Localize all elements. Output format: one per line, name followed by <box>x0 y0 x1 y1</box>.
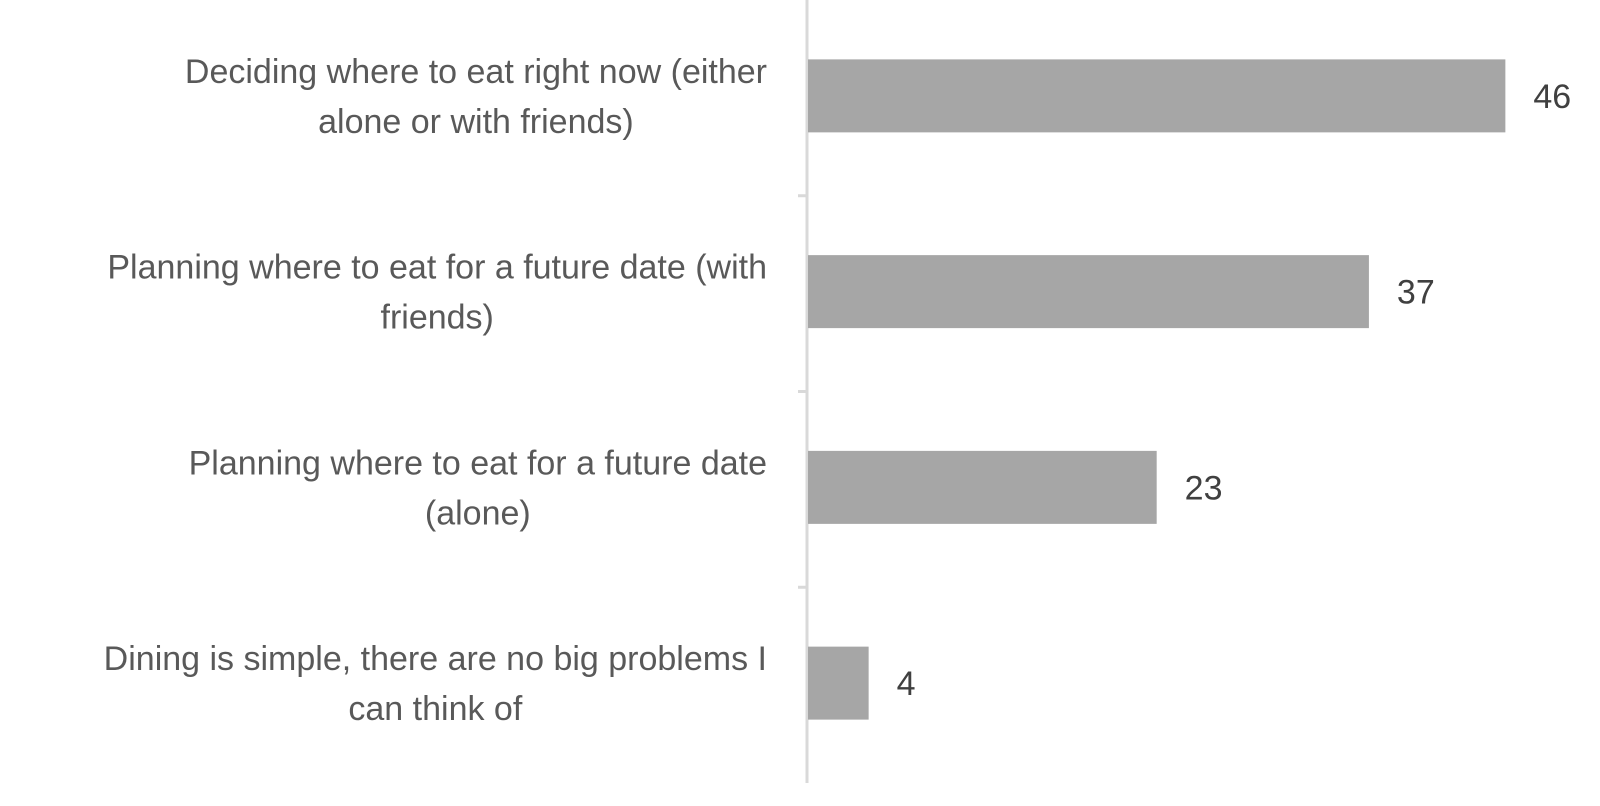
category-label-line: (alone) <box>425 494 531 532</box>
category-label: Deciding where to eat right now (either a… <box>185 53 767 141</box>
category-label: Dining is simple, there are no big probl… <box>104 640 767 728</box>
category-label-line: friends) <box>381 299 494 337</box>
bar <box>808 59 1506 133</box>
bar <box>808 646 869 720</box>
bars <box>808 59 1506 720</box>
data-label: 4 <box>897 665 916 703</box>
category-label-line: alone or with friends) <box>318 103 634 141</box>
data-label: 23 <box>1185 469 1223 507</box>
category-label-line: can think of <box>348 690 522 728</box>
category-label-line: Deciding where to eat right now (either <box>185 53 767 91</box>
category-axis <box>798 0 809 783</box>
category-label-line: Dining is simple, there are no big probl… <box>104 640 767 678</box>
category-label: Planning where to eat for a future date (… <box>189 444 767 532</box>
data-labels: 46 37 23 4 <box>897 78 1572 703</box>
data-label: 46 <box>1533 78 1571 116</box>
bar <box>808 450 1157 524</box>
data-label: 37 <box>1397 274 1435 312</box>
category-label-line: Planning where to eat for a future date … <box>107 249 767 287</box>
bar <box>808 255 1369 329</box>
category-label: Planning where to eat for a future date … <box>107 249 767 337</box>
category-label-line: Planning where to eat for a future date <box>189 444 767 482</box>
category-labels: Deciding where to eat right now (either a… <box>104 53 767 728</box>
